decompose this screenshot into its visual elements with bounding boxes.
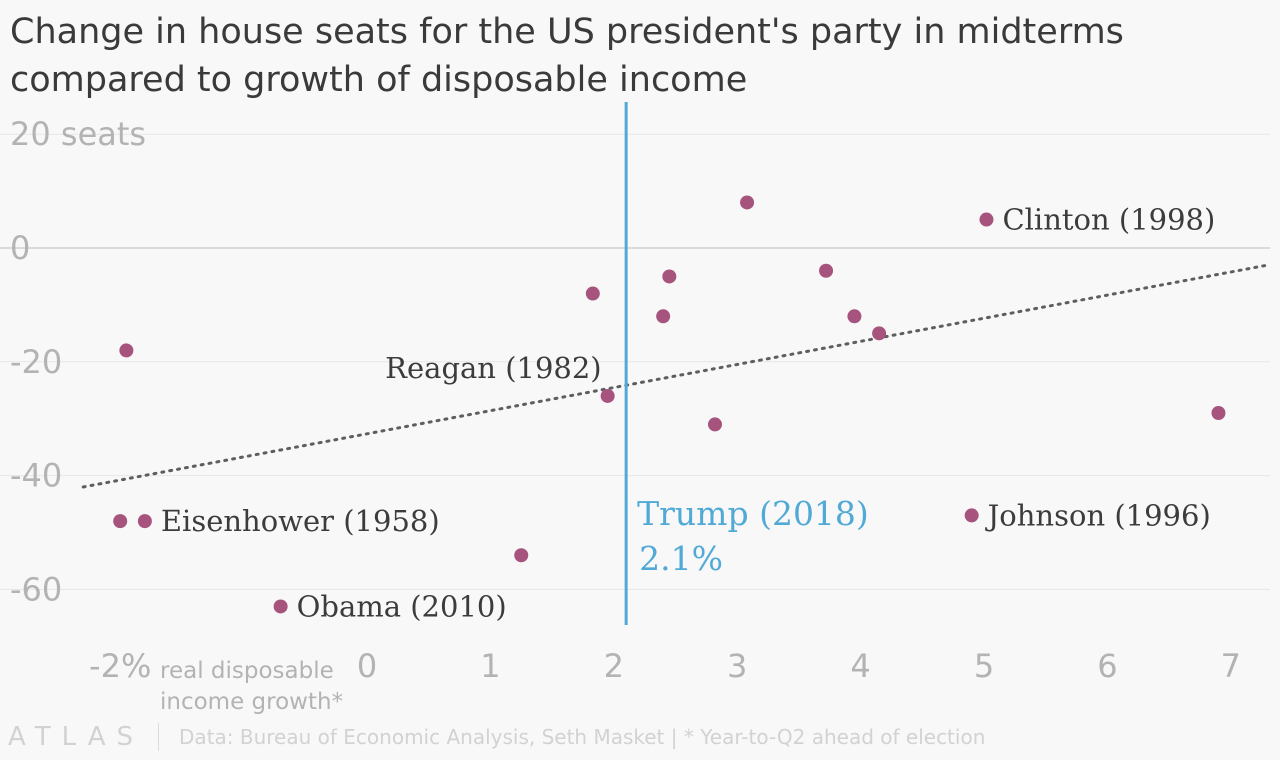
data-point <box>872 326 887 341</box>
data-point <box>707 417 722 432</box>
footer: ATLAS Data: Bureau of Economic Analysis,… <box>0 720 1280 754</box>
data-point <box>600 388 615 403</box>
x-tick-label: 7 <box>1221 647 1241 685</box>
data-point <box>662 269 677 284</box>
x-axis-label-line: real disposable <box>160 658 334 684</box>
source-note: Data: Bureau of Economic Analysis, Seth … <box>179 725 986 749</box>
y-tick-label: -40 <box>10 457 62 495</box>
data-point <box>1211 406 1226 421</box>
data-point <box>740 195 755 210</box>
x-tick-label: -2% <box>89 647 151 685</box>
x-tick-label: 1 <box>480 647 500 685</box>
scatter-chart: 20 seats 0 -20 -40 -60 -2% 0 1 2 3 4 5 6 7 real dispos… <box>0 102 1270 715</box>
point-label: Obama (2010) <box>297 589 507 623</box>
y-tick-label: -60 <box>10 570 62 608</box>
data-point <box>514 548 529 563</box>
data-point <box>137 514 152 529</box>
point-label: Reagan (1982) <box>385 351 601 385</box>
x-tick-label: 4 <box>850 647 870 685</box>
data-point <box>113 514 128 529</box>
x-tick-label: 3 <box>727 647 747 685</box>
atlas-logo: ATLAS <box>8 722 145 752</box>
reference-value-label: 2.1% <box>639 539 723 578</box>
chart-title: Change in house seats for the US preside… <box>10 12 1124 100</box>
x-tick-label: 0 <box>357 647 377 685</box>
data-point <box>656 309 671 324</box>
point-label: Johnson (1996) <box>985 498 1211 532</box>
trend-line <box>81 263 1270 489</box>
y-tick-label: 20 seats <box>10 115 146 153</box>
data-point <box>847 309 862 324</box>
y-tick-label: 0 <box>10 229 30 267</box>
y-tick-label: -20 <box>10 343 62 381</box>
reference-label: Trump (2018) <box>637 494 869 533</box>
data-point <box>119 343 134 358</box>
data-point <box>979 212 994 227</box>
point-label: Clinton (1998) <box>1002 203 1215 237</box>
x-tick-label: 2 <box>604 647 624 685</box>
x-tick-label: 6 <box>1097 647 1117 685</box>
x-axis-label-line: income growth* <box>160 689 343 715</box>
data-point <box>964 508 979 523</box>
x-axis-label: real disposable income growth* <box>160 658 343 715</box>
x-tick-label: 5 <box>974 647 994 685</box>
footer-divider <box>158 723 160 751</box>
point-label: Eisenhower (1958) <box>161 504 440 538</box>
data-point <box>273 599 288 614</box>
data-point <box>585 286 600 301</box>
data-point <box>819 263 834 278</box>
